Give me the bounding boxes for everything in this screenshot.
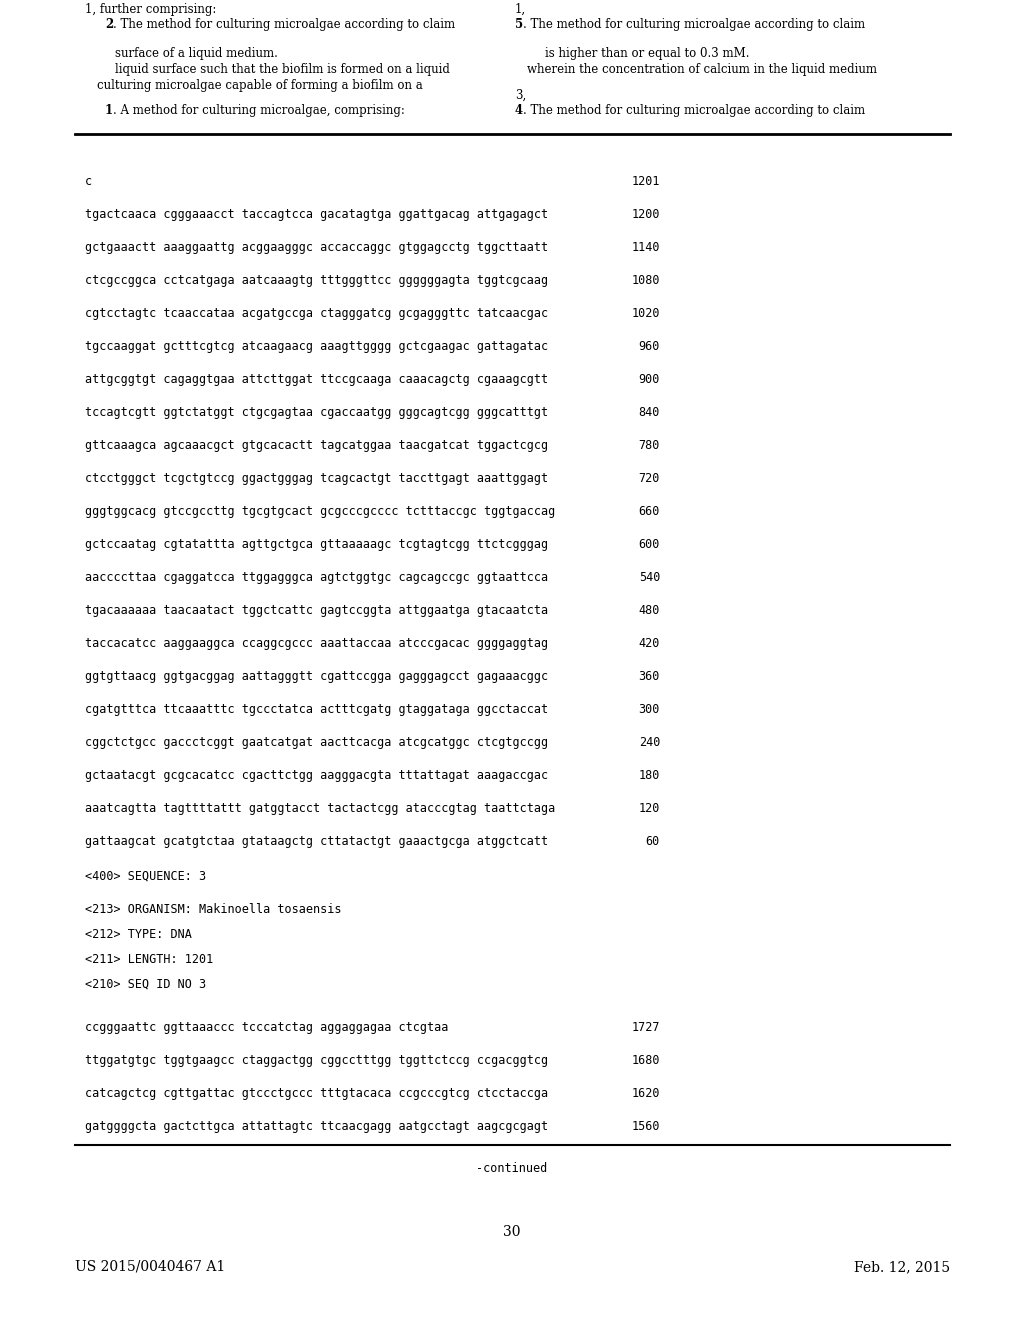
- Text: 1620: 1620: [632, 1086, 660, 1100]
- Text: gctgaaactt aaaggaattg acggaagggc accaccaggc gtggagcctg tggcttaatt: gctgaaactt aaaggaattg acggaagggc accacca…: [85, 242, 548, 253]
- Text: 1201: 1201: [632, 176, 660, 187]
- Text: 480: 480: [639, 605, 660, 616]
- Text: cggctctgcc gaccctcggt gaatcatgat aacttcacga atcgcatggc ctcgtgccgg: cggctctgcc gaccctcggt gaatcatgat aacttca…: [85, 737, 548, 748]
- Text: gatggggcta gactcttgca attattagtc ttcaacgagg aatgcctagt aagcgcgagt: gatggggcta gactcttgca attattagtc ttcaacg…: [85, 1119, 548, 1133]
- Text: 840: 840: [639, 407, 660, 418]
- Text: c: c: [85, 176, 92, 187]
- Text: gctaatacgt gcgcacatcc cgacttctgg aagggacgta tttattagat aaagaccgac: gctaatacgt gcgcacatcc cgacttctgg aagggac…: [85, 770, 548, 781]
- Text: ctcctgggct tcgctgtccg ggactgggag tcagcactgt taccttgagt aaattggagt: ctcctgggct tcgctgtccg ggactgggag tcagcac…: [85, 473, 548, 484]
- Text: 2: 2: [105, 18, 114, 30]
- Text: wherein the concentration of calcium in the liquid medium: wherein the concentration of calcium in …: [527, 63, 877, 77]
- Text: ccgggaattc ggttaaaccc tcccatctag aggaggagaa ctcgtaa: ccgggaattc ggttaaaccc tcccatctag aggagga…: [85, 1020, 449, 1034]
- Text: 420: 420: [639, 638, 660, 649]
- Text: Feb. 12, 2015: Feb. 12, 2015: [854, 1261, 950, 1274]
- Text: gttcaaagca agcaaacgct gtgcacactt tagcatggaa taacgatcat tggactcgcg: gttcaaagca agcaaacgct gtgcacactt tagcatg…: [85, 440, 548, 451]
- Text: tccagtcgtt ggtctatggt ctgcgagtaa cgaccaatgg gggcagtcgg gggcatttgt: tccagtcgtt ggtctatggt ctgcgagtaa cgaccaa…: [85, 407, 548, 418]
- Text: <212> TYPE: DNA: <212> TYPE: DNA: [85, 928, 191, 941]
- Text: cgatgtttca ttcaaatttc tgccctatca actttcgatg gtaggataga ggcctaccat: cgatgtttca ttcaaatttc tgccctatca actttcg…: [85, 704, 548, 715]
- Text: 240: 240: [639, 737, 660, 748]
- Text: . A method for culturing microalgae, comprising:: . A method for culturing microalgae, com…: [113, 104, 404, 117]
- Text: 1140: 1140: [632, 242, 660, 253]
- Text: 1560: 1560: [632, 1119, 660, 1133]
- Text: 1080: 1080: [632, 275, 660, 286]
- Text: 3,: 3,: [515, 88, 526, 102]
- Text: 1, further comprising:: 1, further comprising:: [85, 3, 216, 16]
- Text: tgacaaaaaa taacaatact tggctcattc gagtccggta attggaatga gtacaatcta: tgacaaaaaa taacaatact tggctcattc gagtccg…: [85, 605, 548, 616]
- Text: taccacatcc aaggaaggca ccaggcgccc aaattaccaa atcccgacac ggggaggtag: taccacatcc aaggaaggca ccaggcgccc aaattac…: [85, 638, 548, 649]
- Text: 540: 540: [639, 572, 660, 583]
- Text: 660: 660: [639, 506, 660, 517]
- Text: culturing microalgae capable of forming a biofilm on a: culturing microalgae capable of forming …: [97, 78, 423, 91]
- Text: 600: 600: [639, 539, 660, 550]
- Text: liquid surface such that the biofilm is formed on a liquid: liquid surface such that the biofilm is …: [115, 63, 450, 77]
- Text: 1680: 1680: [632, 1053, 660, 1067]
- Text: tgactcaaca cgggaaacct taccagtcca gacatagtga ggattgacag attgagagct: tgactcaaca cgggaaacct taccagtcca gacatag…: [85, 209, 548, 220]
- Text: gattaagcat gcatgtctaa gtataagctg cttatactgt gaaactgcga atggctcatt: gattaagcat gcatgtctaa gtataagctg cttatac…: [85, 836, 548, 847]
- Text: 30: 30: [503, 1225, 521, 1239]
- Text: 300: 300: [639, 704, 660, 715]
- Text: is higher than or equal to 0.3 mM.: is higher than or equal to 0.3 mM.: [545, 48, 750, 61]
- Text: surface of a liquid medium.: surface of a liquid medium.: [115, 48, 278, 61]
- Text: -continued: -continued: [476, 1162, 548, 1175]
- Text: <211> LENGTH: 1201: <211> LENGTH: 1201: [85, 953, 213, 966]
- Text: 60: 60: [646, 836, 660, 847]
- Text: 1020: 1020: [632, 308, 660, 319]
- Text: cgtcctagtc tcaaccataa acgatgccga ctagggatcg gcgagggttc tatcaacgac: cgtcctagtc tcaaccataa acgatgccga ctaggga…: [85, 308, 548, 319]
- Text: <210> SEQ ID NO 3: <210> SEQ ID NO 3: [85, 978, 206, 991]
- Text: 1: 1: [105, 104, 113, 117]
- Text: 1727: 1727: [632, 1020, 660, 1034]
- Text: 1200: 1200: [632, 209, 660, 220]
- Text: gctccaatag cgtatattta agttgctgca gttaaaaagc tcgtagtcgg ttctcgggag: gctccaatag cgtatattta agttgctgca gttaaaa…: [85, 539, 548, 550]
- Text: aaatcagtta tagttttattt gatggtacct tactactcgg atacccgtag taattctaga: aaatcagtta tagttttattt gatggtacct tactac…: [85, 803, 555, 814]
- Text: 1,: 1,: [515, 3, 526, 16]
- Text: . The method for culturing microalgae according to claim: . The method for culturing microalgae ac…: [113, 18, 455, 30]
- Text: . The method for culturing microalgae according to claim: . The method for culturing microalgae ac…: [523, 104, 865, 117]
- Text: . The method for culturing microalgae according to claim: . The method for culturing microalgae ac…: [523, 18, 865, 30]
- Text: 5: 5: [515, 18, 523, 30]
- Text: 960: 960: [639, 341, 660, 352]
- Text: 120: 120: [639, 803, 660, 814]
- Text: gggtggcacg gtccgccttg tgcgtgcact gcgcccgcccc tctttaccgc tggtgaccag: gggtggcacg gtccgccttg tgcgtgcact gcgcccg…: [85, 506, 555, 517]
- Text: ggtgttaacg ggtgacggag aattagggtt cgattccgga gagggagcct gagaaacggc: ggtgttaacg ggtgacggag aattagggtt cgattcc…: [85, 671, 548, 682]
- Text: ctcgccggca cctcatgaga aatcaaagtg tttgggttcc ggggggagta tggtcgcaag: ctcgccggca cctcatgaga aatcaaagtg tttgggt…: [85, 275, 548, 286]
- Text: tgccaaggat gctttcgtcg atcaagaacg aaagttgggg gctcgaagac gattagatac: tgccaaggat gctttcgtcg atcaagaacg aaagttg…: [85, 341, 548, 352]
- Text: attgcggtgt cagaggtgaa attcttggat ttccgcaaga caaacagctg cgaaagcgtt: attgcggtgt cagaggtgaa attcttggat ttccgca…: [85, 374, 548, 385]
- Text: US 2015/0040467 A1: US 2015/0040467 A1: [75, 1261, 225, 1274]
- Text: <213> ORGANISM: Makinoella tosaensis: <213> ORGANISM: Makinoella tosaensis: [85, 903, 341, 916]
- Text: 900: 900: [639, 374, 660, 385]
- Text: catcagctcg cgttgattac gtccctgccc tttgtacaca ccgcccgtcg ctcctaccga: catcagctcg cgttgattac gtccctgccc tttgtac…: [85, 1086, 548, 1100]
- Text: 4: 4: [515, 104, 523, 117]
- Text: aaccccttaa cgaggatcca ttggagggca agtctggtgc cagcagccgc ggtaattcca: aaccccttaa cgaggatcca ttggagggca agtctgg…: [85, 572, 548, 583]
- Text: 360: 360: [639, 671, 660, 682]
- Text: 720: 720: [639, 473, 660, 484]
- Text: <400> SEQUENCE: 3: <400> SEQUENCE: 3: [85, 870, 206, 883]
- Text: 780: 780: [639, 440, 660, 451]
- Text: ttggatgtgc tggtgaagcc ctaggactgg cggcctttgg tggttctccg ccgacggtcg: ttggatgtgc tggtgaagcc ctaggactgg cggcctt…: [85, 1053, 548, 1067]
- Text: 180: 180: [639, 770, 660, 781]
